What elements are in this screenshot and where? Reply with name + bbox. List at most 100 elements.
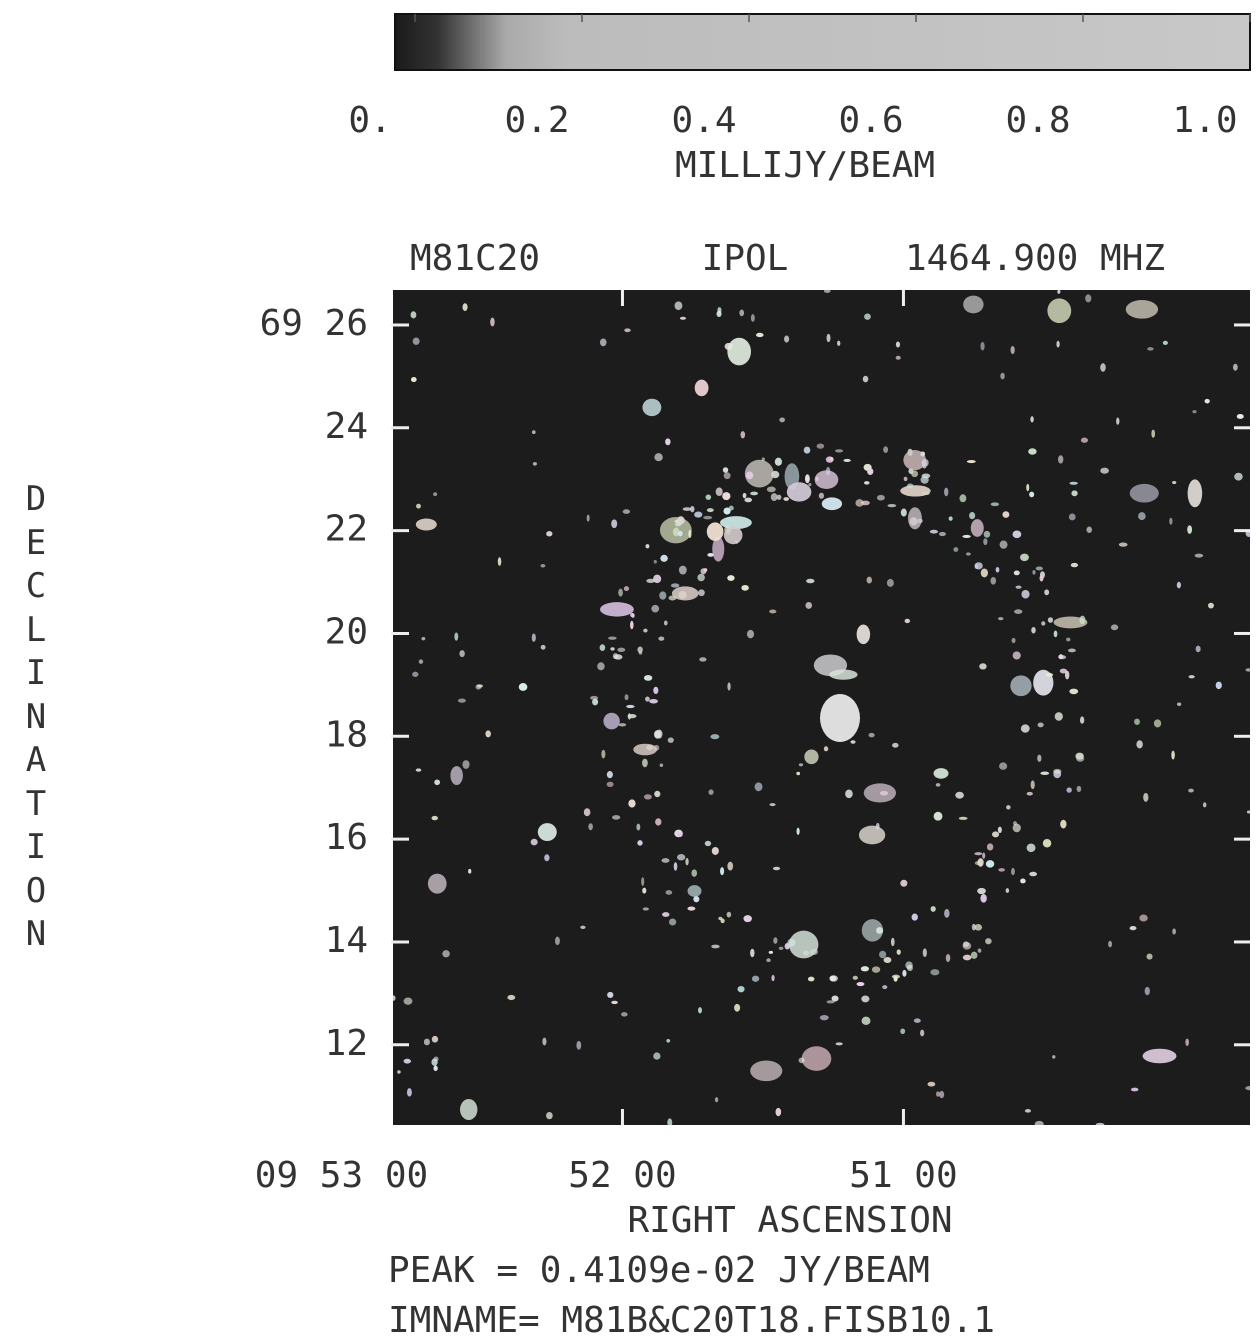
bright-feature	[653, 574, 662, 584]
bright-feature	[907, 507, 922, 530]
bright-feature	[393, 995, 396, 1001]
bright-feature	[708, 789, 714, 795]
bright-feature	[820, 694, 860, 742]
bright-feature	[608, 636, 617, 640]
bright-feature	[1076, 755, 1085, 762]
bright-feature	[1026, 483, 1030, 492]
bright-feature	[806, 578, 815, 584]
bright-feature	[537, 823, 557, 842]
bright-feature	[892, 742, 899, 748]
bright-feature	[690, 505, 695, 513]
bright-feature	[703, 515, 713, 520]
bright-feature	[601, 749, 606, 759]
bright-feature	[1215, 681, 1222, 690]
bright-feature	[410, 377, 417, 383]
bright-feature	[658, 636, 665, 641]
bright-feature	[886, 578, 894, 587]
bright-feature	[1116, 417, 1120, 425]
bright-feature	[858, 825, 886, 845]
bright-feature	[783, 497, 790, 502]
y-tick-label: 18	[325, 714, 368, 755]
bright-feature	[927, 1081, 936, 1087]
bright-feature	[694, 511, 703, 518]
bright-feature	[1162, 340, 1168, 345]
bright-feature	[895, 355, 901, 360]
bright-feature	[1185, 1038, 1189, 1046]
bright-feature	[720, 918, 725, 924]
bright-feature	[985, 938, 992, 945]
bright-feature	[406, 1088, 412, 1097]
bright-feature	[1041, 621, 1046, 626]
bright-feature	[744, 497, 753, 503]
bright-feature	[1057, 455, 1064, 464]
bright-feature	[1100, 363, 1106, 372]
bright-feature	[980, 341, 985, 351]
bright-feature	[835, 449, 844, 453]
bright-feature	[617, 647, 626, 653]
bright-feature	[611, 519, 618, 529]
bright-feature	[920, 1029, 925, 1037]
bright-feature	[673, 862, 678, 871]
bright-feature	[1138, 512, 1146, 521]
bright-feature	[722, 467, 729, 473]
bright-feature	[427, 873, 447, 894]
bright-feature	[1037, 722, 1044, 728]
colorbar-tick-label: 0.	[348, 100, 391, 141]
bright-feature	[963, 295, 984, 314]
bright-feature	[900, 485, 931, 497]
bright-feature	[589, 695, 599, 700]
bright-feature	[1085, 294, 1092, 303]
bright-feature	[1192, 410, 1197, 414]
bright-feature	[586, 514, 590, 522]
bright-feature	[597, 662, 605, 671]
bright-feature	[418, 659, 424, 664]
bright-feature	[653, 1052, 661, 1060]
bright-feature	[769, 609, 777, 614]
bright-feature	[588, 823, 593, 831]
bright-feature	[1069, 688, 1079, 695]
bright-feature	[843, 458, 851, 463]
bright-feature	[723, 507, 731, 515]
bright-feature	[662, 912, 670, 917]
bright-feature	[410, 311, 417, 319]
bright-feature	[761, 457, 765, 462]
bright-feature	[576, 1040, 582, 1050]
bright-feature	[727, 682, 731, 691]
bright-feature	[772, 866, 781, 871]
bright-feature	[1079, 615, 1086, 625]
bright-feature	[1059, 668, 1068, 674]
bright-feature	[642, 907, 649, 911]
bright-feature	[1108, 940, 1113, 948]
image-features	[393, 290, 1250, 1125]
bright-feature	[497, 557, 502, 566]
bright-feature	[1100, 467, 1109, 474]
bright-feature	[623, 586, 630, 592]
bright-feature	[678, 591, 687, 599]
bright-feature	[737, 985, 745, 993]
bright-feature	[990, 502, 1000, 507]
bright-feature	[913, 1018, 921, 1023]
bright-feature	[796, 827, 800, 835]
bright-feature	[1020, 724, 1030, 733]
bright-feature	[1012, 651, 1021, 660]
bright-feature	[974, 923, 983, 931]
bright-feature	[1153, 719, 1162, 728]
bright-feature	[643, 675, 653, 681]
bright-feature	[771, 974, 775, 982]
bright-feature	[818, 492, 825, 499]
bright-feature	[694, 379, 709, 397]
bright-feature	[698, 1007, 702, 1014]
bright-feature	[921, 458, 929, 467]
bright-feature	[457, 698, 466, 703]
bright-feature	[755, 332, 764, 338]
bright-feature	[921, 473, 931, 479]
bright-feature	[603, 712, 620, 730]
bright-feature	[804, 749, 819, 765]
bright-feature	[788, 930, 819, 959]
bright-feature	[856, 981, 865, 987]
bright-feature	[746, 629, 755, 639]
bright-feature	[1144, 986, 1150, 996]
bright-feature	[583, 808, 591, 817]
bright-feature	[649, 699, 658, 704]
